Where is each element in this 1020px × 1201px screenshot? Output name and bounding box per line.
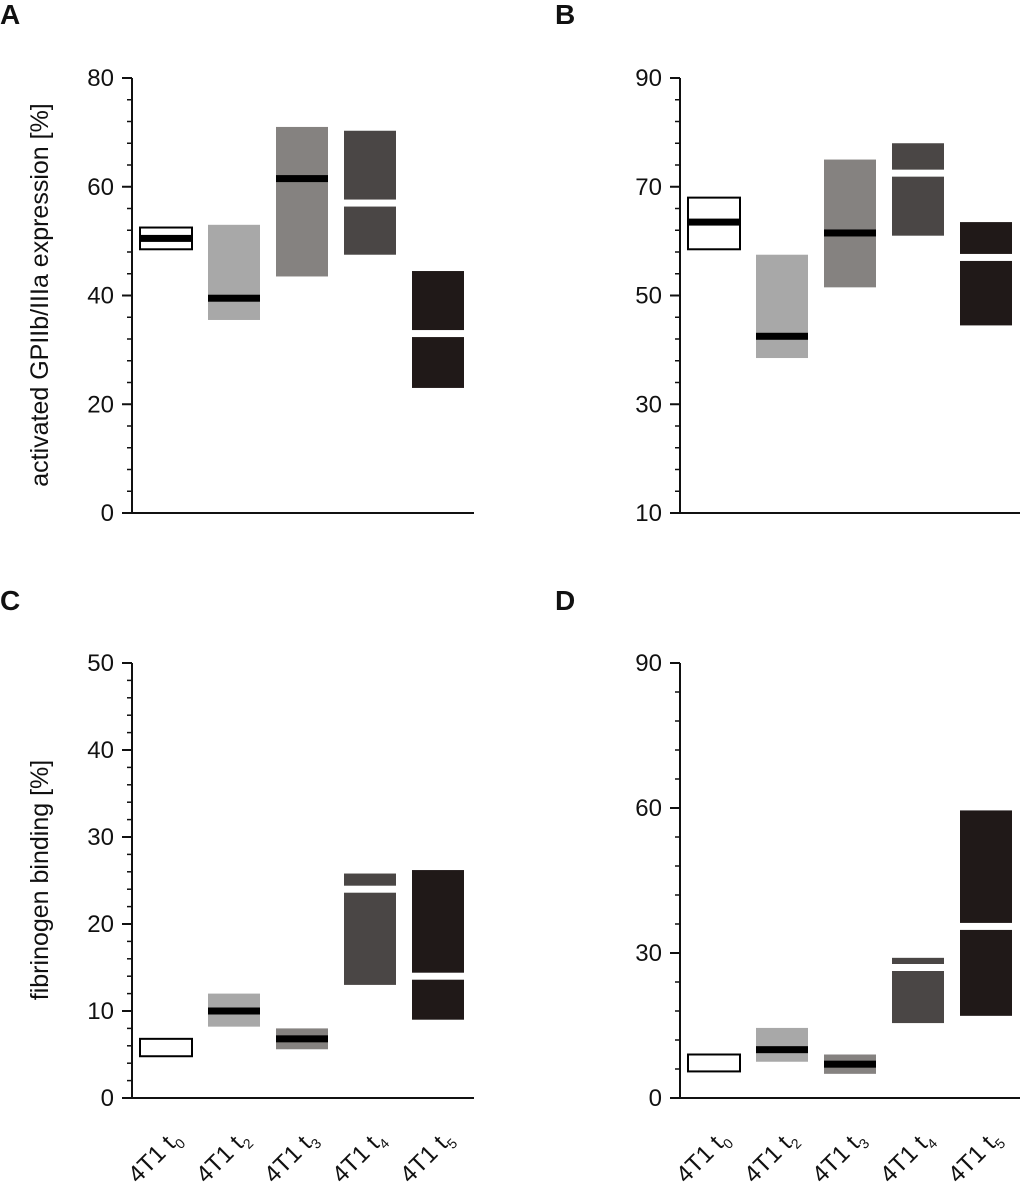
median-line-t2	[756, 332, 808, 340]
x-category-label: 4T1 t0	[123, 1125, 189, 1191]
x-category-label: 4T1 t3	[259, 1125, 325, 1191]
y-tick-label: 60	[635, 795, 662, 822]
median-line-t0	[689, 218, 739, 226]
box-t3	[824, 159, 876, 288]
plot-area-a: 0 20 40 60 80	[87, 65, 474, 527]
x-category-label: 4T1 t3	[807, 1125, 873, 1191]
box-t2	[756, 1027, 808, 1062]
median-line-t4	[892, 964, 944, 971]
x-category-label: 4T1 t2	[739, 1125, 805, 1191]
median-line-t5	[412, 330, 464, 338]
median-line-t2	[756, 1046, 808, 1054]
box-t5	[412, 271, 464, 388]
x-category-label: 4T1 t0	[671, 1125, 737, 1191]
median-line-t2	[208, 294, 260, 302]
x-category-label: 4T1 t2	[191, 1125, 257, 1191]
plot-area-d: 0 30 60 90 4T1 t0 4T1 t2 4T1 t3 4T1 t4 4T1 t5	[635, 650, 1020, 1191]
y-tick-label: 40	[87, 737, 114, 764]
panel-letter-a: A	[0, 0, 20, 30]
median-line-t5	[412, 972, 464, 980]
median-line-t2	[208, 1007, 260, 1015]
y-tick-label: 10	[635, 500, 662, 527]
x-category-label: 4T1 t5	[943, 1125, 1009, 1191]
median-line-t3	[824, 229, 876, 237]
box-t5	[960, 222, 1012, 326]
panel-letter-d: D	[555, 585, 575, 616]
median-line-t3	[276, 175, 328, 183]
median-line-t5	[960, 922, 1012, 930]
box-t4	[892, 143, 944, 236]
box-t5	[412, 870, 464, 1020]
y-tick-label: 40	[87, 283, 114, 310]
panel-b: B 10 30 50 70 90	[555, 0, 1020, 527]
box-t2	[208, 224, 260, 320]
panel-c: C fibrinogen binding [%] 0 10 20 30 40 50 4T1 …	[0, 585, 474, 1191]
panel-letter-c: C	[0, 585, 20, 616]
panel-letter-b: B	[555, 0, 575, 30]
y-tick-label: 70	[635, 174, 662, 201]
y-tick-label: 90	[635, 650, 662, 677]
y-tick-label: 20	[87, 391, 114, 418]
median-line-t0	[141, 234, 191, 242]
y-tick-label: 10	[87, 998, 114, 1025]
box-t2	[756, 254, 808, 359]
y-tick-label: 0	[101, 500, 114, 527]
median-line-t5	[960, 253, 1012, 261]
y-tick-label: 30	[635, 940, 662, 967]
y-axis-title-c: fibrinogen binding [%]	[26, 760, 54, 1000]
panel-a: A activated GPIIb/IIIa expression [%] 0 2…	[0, 0, 474, 527]
y-tick-label: 90	[635, 65, 662, 92]
median-line-t0	[689, 1060, 739, 1068]
panel-d: D 0 30 60 90 4T1 t0 4T1 t2 4T1 t3 4T1 t4 4T1 t5	[555, 585, 1020, 1191]
y-tick-label: 30	[87, 824, 114, 851]
y-tick-label: 60	[87, 174, 114, 201]
x-category-label: 4T1 t4	[875, 1125, 941, 1191]
box-t5	[960, 810, 1012, 1016]
median-line-t4	[892, 169, 944, 177]
median-line-t0	[141, 1044, 191, 1052]
median-line-t4	[344, 885, 396, 893]
x-category-label: 4T1 t5	[395, 1125, 461, 1191]
y-tick-label: 0	[101, 1085, 114, 1112]
median-line-t3	[824, 1060, 876, 1068]
y-tick-label: 50	[87, 650, 114, 677]
box-t3	[276, 126, 328, 277]
box-t4	[344, 130, 396, 255]
x-category-label: 4T1 t4	[327, 1125, 393, 1191]
y-tick-label: 0	[649, 1085, 662, 1112]
plot-area-b: 10 30 50 70 90	[635, 65, 1020, 527]
plot-area-c: 0 10 20 30 40 50 4T1 t0 4T1 t2 4T1 t3 4T1 t4 4T1 t…	[87, 650, 474, 1191]
median-line-t4	[344, 199, 396, 207]
y-tick-label: 80	[87, 65, 114, 92]
y-tick-label: 50	[635, 283, 662, 310]
median-line-t3	[276, 1035, 328, 1043]
y-tick-label: 30	[635, 391, 662, 418]
y-axis-title-a: activated GPIIb/IIIa expression [%]	[26, 103, 54, 487]
y-tick-label: 20	[87, 911, 114, 938]
